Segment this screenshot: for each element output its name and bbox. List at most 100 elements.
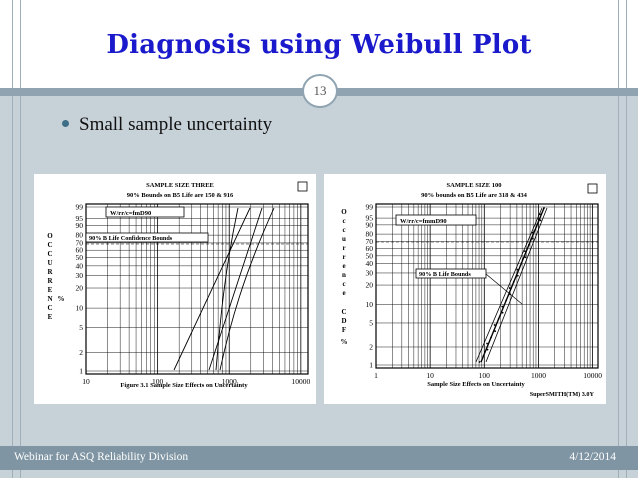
- left-y-tick-label: 80: [76, 231, 84, 240]
- plot-right-data-point: [494, 330, 496, 333]
- plot-left-fit-line: [208, 207, 263, 371]
- right-y-tick-label: 80: [366, 230, 374, 239]
- slide-title: Diagnosis using Weibull Plot: [106, 30, 532, 60]
- plot-right-data-point: [482, 354, 485, 357]
- plot-right-data-point: [524, 256, 527, 259]
- plot-right-data-point: [501, 311, 504, 314]
- right-y-tick-label: 95: [366, 214, 374, 223]
- left-y-tick-label: 60: [76, 246, 84, 255]
- right-y-tick-label: 50: [366, 251, 374, 260]
- right-y-tick-label: 2: [369, 342, 373, 351]
- plot-right-data-point: [527, 244, 530, 246]
- plot-right-data-point: [486, 342, 488, 345]
- plot-right-ylabel-char: r: [342, 253, 345, 261]
- plot-right-legend-box: [395, 214, 477, 226]
- plot-right-ylabel-cdf-char: F: [342, 326, 346, 334]
- plot-right-data-point: [516, 268, 519, 271]
- plot-right-legend: W/rr/c=fmmD90: [400, 218, 447, 225]
- left-y-tick-label: 1: [79, 367, 83, 376]
- right-y-tick-label: 90: [366, 220, 374, 229]
- plot-left-caption: Figure 3.1 Sample Size Effects on Uncert…: [120, 382, 248, 389]
- right-y-tick-label: 40: [366, 259, 374, 268]
- plot-right-grid: [375, 204, 598, 368]
- plot-left-ylabel-char: U: [47, 259, 52, 267]
- plot-right-data-point: [512, 281, 515, 283]
- plot-right-data-point: [490, 336, 492, 339]
- plot-right-caption: Sample Size Effects on Uncertainty: [427, 381, 525, 388]
- right-y-tick-label: 99: [366, 203, 374, 212]
- title-band: [0, 0, 638, 88]
- left-y-tick-label: 20: [76, 284, 84, 293]
- left-rule-inner: [20, 0, 21, 478]
- left-y-tick-label: 99: [76, 203, 84, 212]
- plot-right-footer-tag: SuperSMITH(TM) 3.0Y: [530, 391, 595, 398]
- plot-left-legend-box: [105, 206, 185, 218]
- plot-right-lower-bound-line: [475, 207, 543, 363]
- plot-right-ylabel-char: c: [342, 217, 345, 225]
- weibull-plot-right-svg: SAMPLE SIZE 100 90% bounds on B5 Life ar…: [324, 174, 606, 404]
- plot-left-ylabel-char: R: [47, 268, 53, 276]
- plot-left-ylabel-char: O: [47, 232, 53, 240]
- left-x-tick-label: 1000: [222, 377, 237, 386]
- plot-right-ylabel-char: u: [342, 235, 346, 243]
- right-x-tick-label: 10000: [583, 371, 602, 380]
- plot-left-band-label: 90% B Life Confidence Bounds: [89, 235, 173, 242]
- plot-right-data-point: [543, 207, 545, 209]
- right-y-tick-label: 60: [366, 244, 374, 253]
- left-x-tick-label: 100: [152, 377, 164, 386]
- plot-right-data-point: [509, 293, 512, 296]
- plot-left-ylabel-char: E: [48, 313, 53, 321]
- plot-right-paper: [324, 174, 606, 404]
- right-x-tick-label: 10: [426, 371, 434, 380]
- right-y-tick-label: 20: [366, 281, 374, 290]
- left-x-tick-label: 10: [82, 377, 90, 386]
- plot-right-data-point: [523, 250, 526, 253]
- plot-right-ylabel-cdf-char: C: [341, 308, 346, 316]
- plot-right-ylabel-cdf-char: D: [341, 317, 346, 325]
- left-y-tick-label: 5: [79, 323, 83, 332]
- right-y-tick-label: 70: [366, 237, 374, 246]
- plot-right-data-point: [532, 237, 534, 240]
- plot-right-header-1: SAMPLE SIZE 100: [447, 182, 502, 189]
- left-rule-outer: [12, 0, 13, 478]
- plot-left-grid: [85, 204, 308, 374]
- plot-left-ylabel-char: R: [47, 277, 53, 285]
- plot-right-data-point: [539, 219, 542, 222]
- plot-right-data-point: [520, 262, 523, 265]
- right-rule-inner: [618, 0, 619, 478]
- right-x-tick-label: 1: [374, 371, 378, 380]
- plot-right-band-label: 90% B Life Bounds: [419, 271, 471, 278]
- plot-left-header-2: 90% Bounds on B5 Life are 150 & 916: [127, 192, 234, 199]
- plot-right-ylabel-char: O: [341, 208, 347, 216]
- left-y-tick-label: 10: [76, 304, 84, 313]
- plot-left-ylabel-char: N: [47, 295, 52, 303]
- plot-right-ylabel-char: c: [342, 226, 345, 234]
- plot-right-x-ticks: 1 10 100 1000 10000: [374, 371, 602, 380]
- left-y-tick-label: 70: [76, 238, 84, 247]
- plot-right-fit-line: [480, 207, 545, 363]
- plot-right-data-point: [478, 361, 481, 363]
- plot-left-ylabel-char: E: [48, 286, 53, 294]
- plot-left-upper-bound-curve-2: [219, 207, 275, 371]
- plot-right-ylabel-char: e: [342, 289, 345, 297]
- plot-left-ylabel-char: C: [47, 304, 52, 312]
- right-y-tick-label: 10: [366, 300, 374, 309]
- left-y-tick-label: 2: [79, 348, 83, 357]
- plot-right-data-point: [535, 225, 538, 228]
- plot-right-ylabel-char: r: [342, 244, 345, 252]
- plot-right-data-points: [478, 207, 545, 363]
- plot-right-data-point: [497, 317, 500, 320]
- right-x-tick-label: 1000: [531, 371, 546, 380]
- left-y-tick-label: 90: [76, 221, 84, 230]
- plot-right-upper-bound-line: [485, 207, 548, 363]
- right-x-tick-label: 100: [479, 371, 491, 380]
- bullet-dot-icon: [62, 120, 69, 128]
- left-y-tick-label: 30: [76, 271, 84, 280]
- left-y-tick-label: 95: [76, 214, 84, 223]
- plot-left-ylabel-char: C: [47, 241, 52, 249]
- plot-right-data-point: [493, 324, 496, 326]
- footer-bar: [0, 446, 638, 470]
